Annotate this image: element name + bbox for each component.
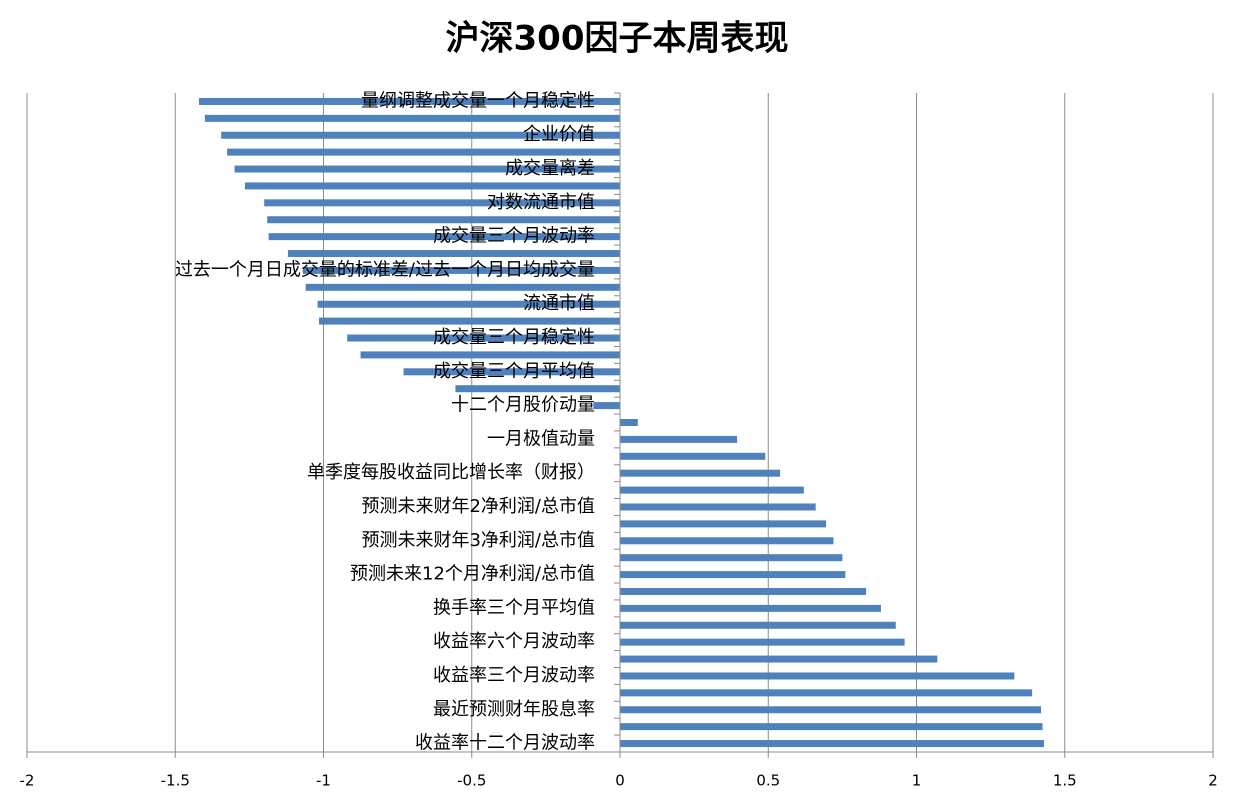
bar: [620, 655, 938, 663]
bar: [319, 317, 620, 325]
x-tick-label: 0: [615, 772, 625, 790]
bar: [403, 368, 620, 376]
bar: [620, 587, 867, 595]
bar: [234, 165, 621, 173]
x-tick-label: 1: [912, 772, 922, 790]
bar: [620, 486, 804, 494]
bar: [620, 604, 881, 612]
x-tick-label: 0.5: [756, 772, 780, 790]
bar: [347, 334, 620, 342]
bar: [620, 419, 638, 426]
bar: [620, 469, 781, 477]
x-tick-label: 2: [1208, 772, 1218, 790]
bar: [287, 250, 620, 258]
y-tick-label: 成交量三个月波动率: [433, 226, 595, 247]
bar: [268, 233, 620, 241]
chart-title: 沪深300因子本周表现: [446, 19, 789, 59]
bar: [360, 351, 620, 359]
y-tick-label: 预测未来12个月净利润/总市值: [350, 564, 595, 585]
bar: [620, 638, 905, 646]
y-tick-label: 成交量离差: [505, 158, 595, 179]
y-tick-label: 单季度每股收益同比增长率（财报）: [307, 462, 595, 483]
y-tick-label: 十二个月股价动量: [451, 395, 595, 416]
bar: [620, 740, 1044, 748]
x-tick-label: 1.5: [1053, 772, 1077, 790]
y-tick-label: 成交量三个月稳定性: [433, 327, 595, 348]
y-tick-label: 流通市值: [523, 293, 595, 314]
bar: [620, 706, 1042, 714]
y-tick-label: 最近预测财年股息率: [433, 699, 595, 720]
x-tick-label: -0.5: [457, 772, 486, 790]
y-tick-label: 换手率三个月平均值: [433, 597, 595, 618]
y-tick-label: 预测未来财年3净利润/总市值: [361, 530, 595, 551]
bar: [264, 199, 620, 207]
bar: [305, 283, 620, 291]
y-tick-label: 预测未来财年2净利润/总市值: [361, 496, 595, 517]
bar: [620, 723, 1043, 731]
bar: [198, 97, 620, 105]
y-tick-label: 收益率六个月波动率: [433, 631, 595, 652]
bar: [620, 452, 766, 460]
y-tick-label: 量纲调整成交量一个月稳定性: [361, 90, 595, 111]
y-tick-label: 收益率三个月波动率: [433, 665, 595, 686]
y-tick-label: 企业价值: [523, 124, 595, 145]
y-tick-label: 对数流通市值: [487, 192, 595, 213]
bar: [620, 689, 1033, 697]
bar: [227, 148, 620, 156]
bar: [620, 435, 738, 443]
bar: [620, 571, 846, 579]
bar: [455, 385, 620, 393]
bar: [244, 182, 621, 190]
bar: [620, 554, 843, 562]
y-tick-label: 收益率十二个月波动率: [415, 733, 595, 754]
y-tick-label: 成交量三个月平均值: [433, 361, 595, 382]
x-tick-label: -1: [316, 772, 331, 790]
bar: [593, 402, 620, 410]
x-tick-label: -1.5: [161, 772, 190, 790]
bar: [221, 131, 620, 139]
bar: [620, 672, 1015, 680]
bar: [204, 114, 620, 122]
bar: [620, 503, 816, 511]
y-tick-label: 过去一个月日成交量的标准差/过去一个月日均成交量: [175, 259, 595, 280]
bar: [302, 266, 620, 274]
y-tick-label: 一月极值动量: [487, 428, 595, 449]
bar: [620, 621, 896, 629]
bar: [317, 300, 620, 308]
bar: [620, 520, 827, 528]
bar: [620, 537, 834, 545]
bar: [267, 216, 620, 224]
x-tick-label: -2: [20, 772, 35, 790]
